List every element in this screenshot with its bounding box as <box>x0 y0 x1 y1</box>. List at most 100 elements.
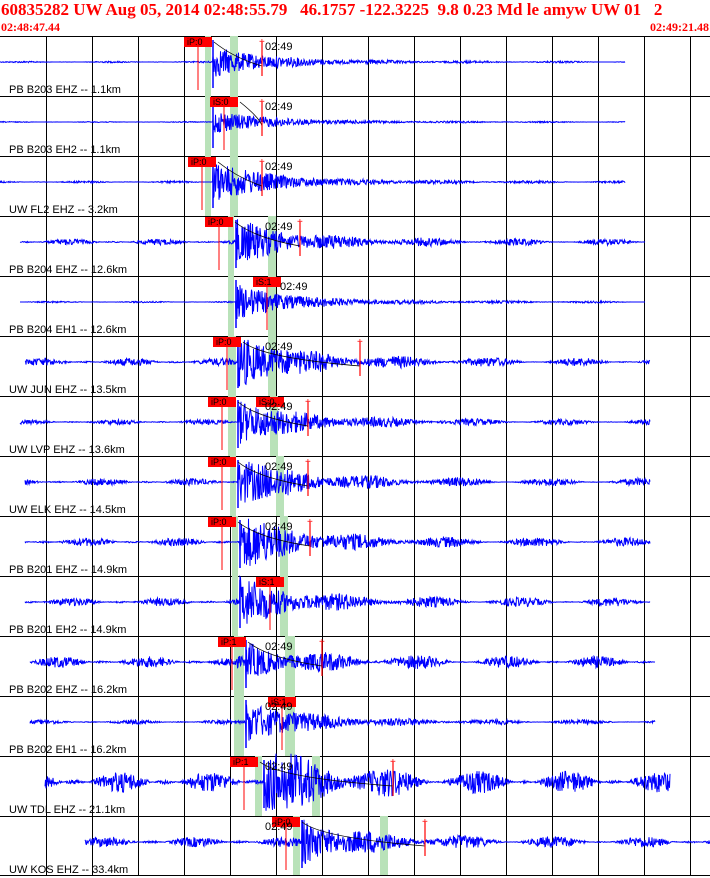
phase-window <box>228 276 234 336</box>
pick-label-box[interactable] <box>213 337 241 347</box>
coda-plus-marker: + <box>307 517 313 528</box>
pick-label: iS:0 <box>259 397 275 407</box>
waveform-trace <box>24 461 651 503</box>
pick-label-box[interactable] <box>268 697 296 707</box>
phase-window <box>285 636 295 696</box>
coda-plus-marker: + <box>422 817 428 828</box>
waveform-trace <box>0 49 626 77</box>
minute-marker: 02:49 <box>265 521 293 533</box>
minute-marker: 02:49 <box>265 821 293 833</box>
minute-marker: 02:49 <box>265 641 293 653</box>
pick-label: iP:1 <box>233 757 249 767</box>
waveform-trace <box>19 401 651 444</box>
pick-label-box[interactable] <box>218 637 246 647</box>
pick-label-box[interactable] <box>272 817 300 827</box>
pick-label: iP:0 <box>275 817 291 827</box>
phase-window <box>232 576 238 636</box>
pick-label: iS:1 <box>271 697 287 707</box>
waveform-trace <box>24 339 651 387</box>
station-label: PB B204 EH1 -- 12.6km <box>9 324 126 336</box>
pick-label: iP:1 <box>221 637 237 647</box>
waveform-trace <box>44 753 671 811</box>
coda-plus-marker: + <box>357 337 363 348</box>
waveform-trace <box>0 164 626 200</box>
coda-curve <box>301 821 426 847</box>
station-label: UW LVP EHZ -- 13.6km <box>9 444 125 456</box>
coda-curve <box>237 401 309 427</box>
station-label: UW KOS EHZ -- 33.4km <box>9 864 128 876</box>
phase-window <box>234 696 244 756</box>
trace-row: + iP:0 02:49 UW FL2 EHZ -- 3.2km <box>0 156 710 216</box>
pick-label-box[interactable] <box>184 37 212 47</box>
waveform-trace <box>24 574 651 624</box>
seismogram-header: 60835282 UW Aug 05, 2014 02:48:55.79 46.… <box>0 0 710 36</box>
station-label: UW TDL EHZ -- 21.1km <box>9 804 125 816</box>
station-label: PB B203 EH2 -- 1.1km <box>9 144 120 156</box>
station-label: PB B201 EHZ -- 14.9km <box>9 564 127 576</box>
coda-plus-marker: + <box>259 37 265 48</box>
coda-plus-marker: + <box>390 757 396 768</box>
pick-label: iP:0 <box>211 517 227 527</box>
pick-label: iP:0 <box>187 37 203 47</box>
trace-row: + iS:0 02:49 PB B203 EH2 -- 1.1km <box>0 96 710 156</box>
pick-label: iP:0 <box>211 457 227 467</box>
phase-window <box>255 756 262 816</box>
phase-window <box>230 456 236 516</box>
minute-marker: 02:49 <box>265 221 293 233</box>
phase-window <box>230 96 238 156</box>
coda-curve <box>247 641 323 667</box>
pick-label-box[interactable] <box>208 397 236 407</box>
trace-row: + iP:002:49 UW KOS EHZ -- 33.4km <box>0 816 710 876</box>
pick-label: iP:0 <box>191 157 207 167</box>
minute-marker: 02:49 <box>265 341 293 353</box>
window-start-time: 02:48:47.44 <box>1 20 60 34</box>
phase-window <box>228 396 236 456</box>
station-label: PB B202 EH1 -- 16.2km <box>9 744 126 756</box>
coda-plus-marker: + <box>319 637 325 648</box>
trace-row: + iP:0 02:49 UW JUN EHZ -- 13.5km <box>0 336 710 396</box>
waveform-trace <box>19 219 646 261</box>
trace-row: + iP:0 02:49 PB B204 EHZ -- 12.6km <box>0 216 710 276</box>
station-label: PB B201 EH2 -- 14.9km <box>9 624 126 636</box>
pick-label: iS:0 <box>213 97 229 107</box>
phase-window <box>268 216 276 276</box>
minute-marker: 02:49 <box>265 701 293 713</box>
trace-row: + iP:1 02:49 UW TDL EHZ -- 21.1km <box>0 753 710 816</box>
pick-label-box[interactable] <box>230 757 258 767</box>
coda-plus-marker: + <box>259 97 265 108</box>
coda-curve <box>217 161 263 187</box>
trace-row: iS:1 02:49 PB B204 EH1 -- 12.6km <box>0 276 710 336</box>
pick-label-box[interactable] <box>208 457 236 467</box>
pick-label: iS:1 <box>256 277 272 287</box>
waveform-trace <box>29 704 656 741</box>
pick-label: iP:0 <box>208 217 224 227</box>
phase-window <box>234 636 244 696</box>
coda-plus-marker: + <box>305 397 311 408</box>
pick-label-box[interactable] <box>256 397 284 407</box>
trace-row: + iP:0 02:49 PB B203 EHZ -- 1.1km <box>0 36 710 96</box>
phase-window <box>312 756 320 816</box>
coda-curve <box>237 521 311 547</box>
coda-plus-marker: + <box>297 217 303 228</box>
minute-marker: 02:49 <box>265 161 293 173</box>
waveform-trace <box>20 285 645 320</box>
minute-marker: 02:49 <box>265 461 293 473</box>
phase-window <box>205 36 211 96</box>
pick-label-box[interactable] <box>253 277 281 287</box>
pick-label-box[interactable] <box>210 97 238 107</box>
pick-label-box[interactable] <box>188 157 216 167</box>
pick-label-box[interactable] <box>256 577 284 587</box>
waveform-trace <box>29 642 656 683</box>
minute-marker: 02:49 <box>265 101 293 113</box>
pick-label-box[interactable] <box>205 217 233 227</box>
pick-label-box[interactable] <box>208 517 236 527</box>
minute-marker: 02:49 <box>280 281 308 293</box>
phase-window <box>205 96 211 156</box>
coda-plus-marker: + <box>259 157 265 168</box>
phase-window <box>232 516 238 576</box>
trace-row: + iP:0 02:49 PB B201 EHZ -- 14.9km <box>0 516 710 576</box>
coda-curve <box>242 341 361 367</box>
waveform-trace <box>24 518 651 566</box>
phase-window <box>205 156 211 216</box>
